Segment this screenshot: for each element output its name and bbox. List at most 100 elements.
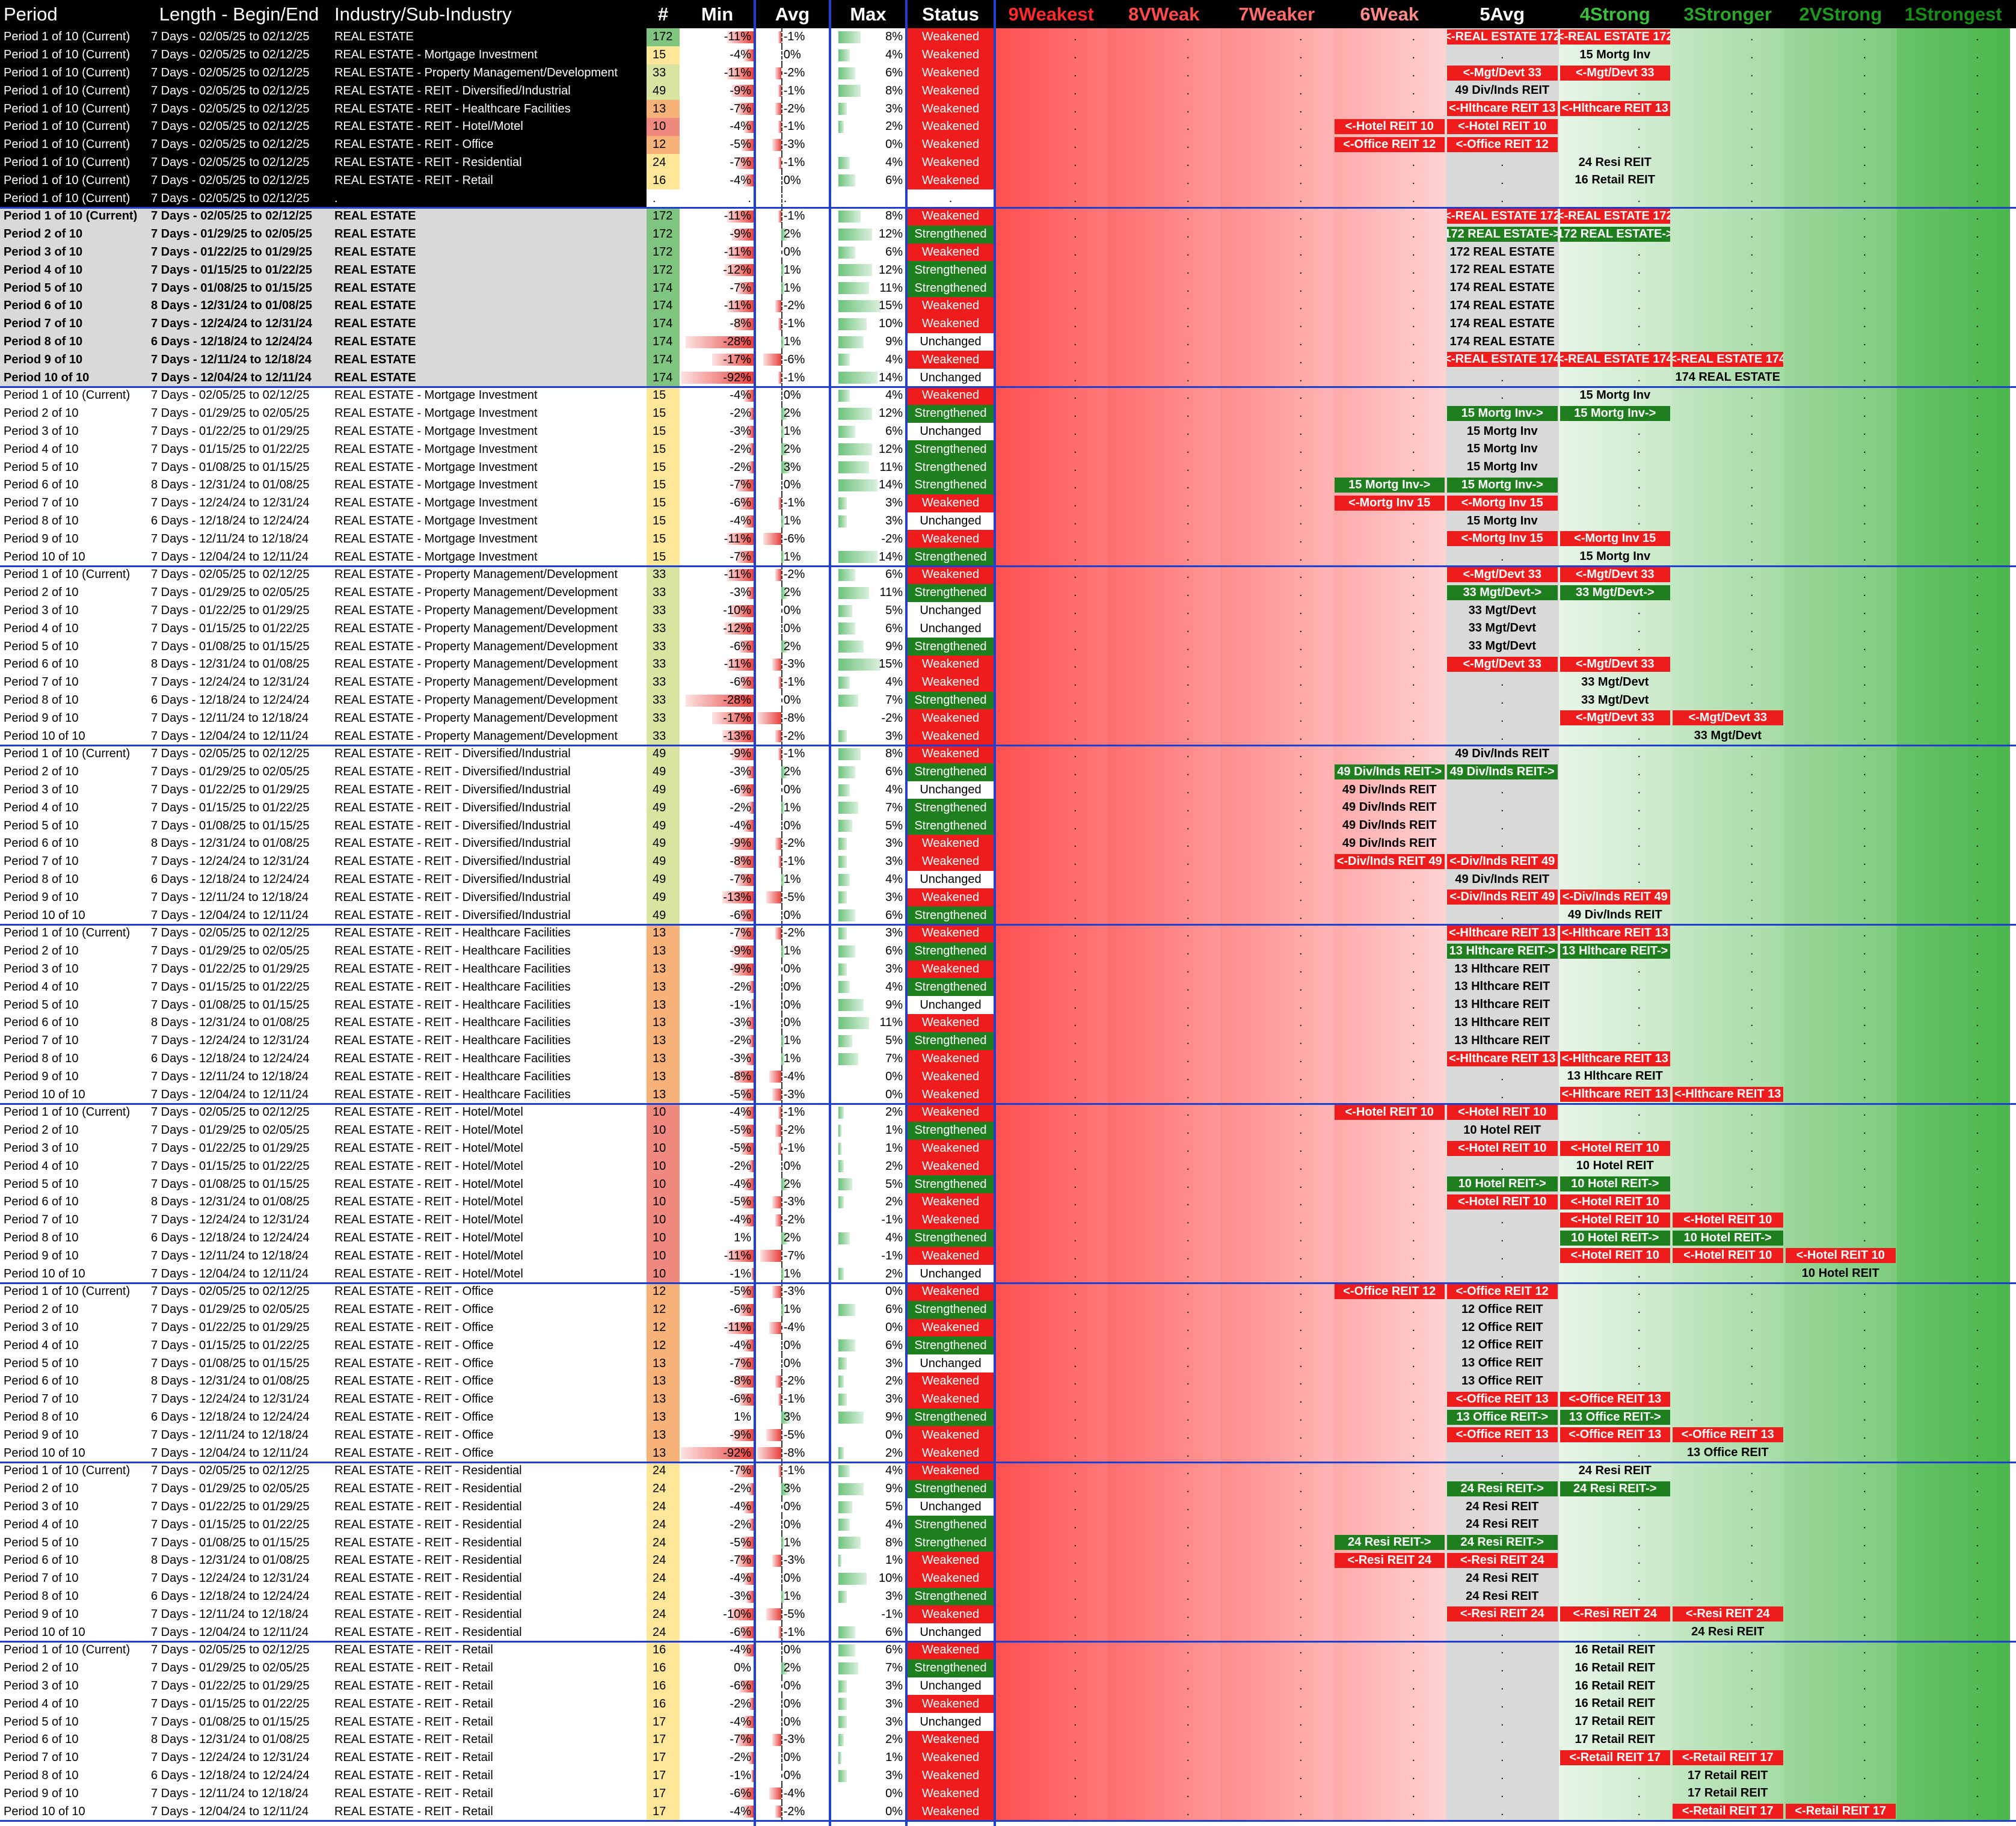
table-row[interactable]: Period 3 of 10 7 Days - 01/22/25 to 01/29… <box>0 422 2016 441</box>
tier-label[interactable]: <-Hotel REIT 10 <box>1560 1212 1670 1228</box>
tier-label[interactable]: 33 Mgt/Devt <box>1581 693 1649 707</box>
table-row[interactable]: Period 5 of 10 7 Days - 01/08/25 to 01/15… <box>0 1534 2016 1552</box>
table-row[interactable]: Period 7 of 10 7 Days - 12/24/24 to 12/31… <box>0 1569 2016 1588</box>
table-row[interactable]: Period 4 of 10 7 Days - 01/15/25 to 01/22… <box>0 1336 2016 1355</box>
tier-label[interactable]: <-Hlthcare REIT 13 <box>1447 101 1558 117</box>
tier-label[interactable]: 13 Office REIT <box>1461 1374 1543 1388</box>
tier-label[interactable]: <-Div/Inds REIT 49 <box>1334 853 1445 869</box>
tier-label[interactable]: 13 Office REIT <box>1686 1446 1769 1460</box>
table-row[interactable]: Period 8 of 10 6 Days - 12/18/24 to 12/24… <box>0 1229 2016 1247</box>
tier-label[interactable]: 33 Mgt/Devt <box>1468 639 1536 653</box>
table-row[interactable]: Period 10 of 10 7 Days - 12/04/24 to 12/1… <box>0 906 2016 924</box>
tier-label[interactable]: 24 Resi REIT <box>1466 1517 1539 1531</box>
tier-label[interactable]: 17 Retail REIT <box>1688 1786 1768 1800</box>
tier-label[interactable]: 172 REAL ESTATE-> <box>1560 226 1670 242</box>
table-row[interactable]: Period 6 of 10 8 Days - 12/31/24 to 01/08… <box>0 835 2016 853</box>
table-row[interactable]: Period 1 of 10 (Current) 7 Days - 02/05/2… <box>0 387 2016 405</box>
tier-label[interactable]: 24 Resi REIT-> <box>1334 1535 1445 1551</box>
table-row[interactable]: Period 5 of 10 7 Days - 01/08/25 to 01/15… <box>0 279 2016 297</box>
tier-label[interactable]: 16 Retail REIT <box>1575 1643 1655 1656</box>
tier-label[interactable]: 15 Mortg Inv <box>1579 389 1651 402</box>
table-row[interactable]: Period 6 of 10 8 Days - 12/31/24 to 01/08… <box>0 1193 2016 1211</box>
table-row[interactable]: Period 4 of 10 7 Days - 01/15/25 to 01/22… <box>0 440 2016 459</box>
table-row[interactable]: Period 1 of 10 (Current) 7 Days - 02/05/2… <box>0 153 2016 172</box>
table-row[interactable]: Period 5 of 10 7 Days - 01/08/25 to 01/15… <box>0 638 2016 656</box>
tier-label[interactable]: <-Mgt/Devt 33 <box>1447 567 1558 582</box>
tier-label[interactable]: 13 Hlthcare REIT <box>1454 998 1550 1012</box>
table-row[interactable]: Period 5 of 10 7 Days - 01/08/25 to 01/15… <box>0 996 2016 1014</box>
table-row[interactable]: Period 3 of 10 7 Days - 01/22/25 to 01/29… <box>0 1498 2016 1516</box>
tier-label[interactable]: <-REAL ESTATE 172 <box>1560 209 1670 224</box>
table-row[interactable]: Period 1 of 10 (Current) 7 Days - 02/05/2… <box>0 28 2016 46</box>
table-row[interactable]: Period 1 of 10 (Current) 7 Days - 02/05/2… <box>0 566 2016 584</box>
tier-label[interactable]: 49 Div/Inds REIT <box>1455 84 1550 97</box>
tier-label[interactable]: <-Office REIT 12 <box>1447 137 1558 152</box>
tier-label[interactable]: 172 REAL ESTATE-> <box>1447 226 1558 242</box>
table-row[interactable]: Period 5 of 10 7 Days - 01/08/25 to 01/15… <box>0 817 2016 835</box>
table-row[interactable]: Period 7 of 10 7 Days - 12/24/24 to 12/31… <box>0 494 2016 512</box>
tier-label[interactable]: 13 Hlthcare REIT <box>1567 1069 1663 1083</box>
tier-label[interactable]: <-REAL ESTATE 174 <box>1560 352 1670 367</box>
tier-label[interactable]: 33 Mgt/Devt-> <box>1560 585 1670 600</box>
tier-label[interactable]: 13 Hlthcare REIT <box>1454 980 1550 994</box>
tier-label[interactable]: <-Retail REIT 17 <box>1673 1804 1783 1819</box>
table-row[interactable]: Period 6 of 10 8 Days - 12/31/24 to 01/08… <box>0 1014 2016 1032</box>
tier-label[interactable]: <-Retail REIT 17 <box>1673 1750 1783 1765</box>
tier-label[interactable]: 49 Div/Inds REIT-> <box>1334 764 1445 779</box>
table-row[interactable]: Period 1 of 10 (Current) 7 Days - 02/05/2… <box>0 1641 2016 1659</box>
tier-label[interactable]: <-Hotel REIT 10 <box>1447 1194 1558 1210</box>
table-row[interactable]: Period 1 of 10 (Current) 7 Days - 02/05/2… <box>0 1104 2016 1122</box>
tier-label[interactable]: 15 Mortg Inv-> <box>1560 405 1670 421</box>
table-row[interactable]: Period 1 of 10 (Current) 7 Days - 02/05/2… <box>0 100 2016 118</box>
table-row[interactable]: Period 4 of 10 7 Days - 01/15/25 to 01/22… <box>0 261 2016 280</box>
table-row[interactable]: Period 9 of 10 7 Days - 12/11/24 to 12/18… <box>0 351 2016 369</box>
tier-label[interactable]: 13 Hlthcare REIT <box>1454 1016 1550 1029</box>
table-row[interactable]: Period 4 of 10 7 Days - 01/15/25 to 01/22… <box>0 799 2016 817</box>
tier-label[interactable]: <-Hotel REIT 10 <box>1447 1140 1558 1156</box>
tier-label[interactable]: 12 Office REIT <box>1461 1302 1543 1316</box>
tier-label[interactable]: <-Office REIT 13 <box>1560 1391 1670 1407</box>
tier-label[interactable]: 15 Mortg Inv <box>1579 48 1651 61</box>
tier-label[interactable]: <-Hotel REIT 10 <box>1673 1248 1783 1264</box>
table-row[interactable]: Period 1 of 10 (Current) 7 Days - 02/05/2… <box>0 1283 2016 1301</box>
table-row[interactable]: Period 2 of 10 7 Days - 01/29/25 to 02/05… <box>0 1300 2016 1319</box>
tier-label[interactable]: 24 Resi REIT <box>1578 1464 1652 1477</box>
tier-label[interactable]: <-Div/Inds REIT 49 <box>1447 890 1558 905</box>
tier-label[interactable]: <-Hotel REIT 10 <box>1785 1248 1896 1264</box>
tier-label[interactable]: 33 Mgt/Devt-> <box>1447 585 1558 600</box>
table-row[interactable]: Period 3 of 10 7 Days - 01/22/25 to 01/29… <box>0 1318 2016 1337</box>
tier-label[interactable]: <-Office REIT 12 <box>1447 1284 1558 1299</box>
tier-label[interactable]: 172 REAL ESTATE <box>1449 245 1555 259</box>
tier-label[interactable]: <-Office REIT 13 <box>1447 1391 1558 1407</box>
tier-label[interactable]: 24 Resi REIT <box>1466 1499 1539 1513</box>
tier-label[interactable]: 10 Hotel REIT-> <box>1447 1176 1558 1192</box>
tier-label[interactable]: 16 Retail REIT <box>1575 173 1655 187</box>
tier-label[interactable]: 174 REAL ESTATE <box>1449 316 1555 330</box>
tier-label[interactable]: <-REAL ESTATE 172 <box>1560 29 1670 45</box>
table-row[interactable]: Period 5 of 10 7 Days - 01/08/25 to 01/15… <box>0 1354 2016 1373</box>
tier-label[interactable]: 10 Hotel REIT-> <box>1673 1230 1783 1246</box>
tier-label[interactable]: 13 Office REIT-> <box>1447 1409 1558 1425</box>
tier-label[interactable]: 16 Retail REIT <box>1575 1661 1655 1674</box>
tier-label[interactable]: 174 REAL ESTATE <box>1675 370 1781 384</box>
table-row[interactable]: Period 3 of 10 7 Days - 01/22/25 to 01/29… <box>0 1677 2016 1695</box>
tier-label[interactable]: <-Hlthcare REIT 13 <box>1560 101 1670 117</box>
tier-label[interactable]: 15 Mortg Inv-> <box>1447 478 1558 493</box>
table-row[interactable]: Period 9 of 10 7 Days - 12/11/24 to 12/18… <box>0 1426 2016 1445</box>
table-row[interactable]: Period 2 of 10 7 Days - 01/29/25 to 02/05… <box>0 942 2016 961</box>
tier-label[interactable]: <-Hotel REIT 10 <box>1560 1248 1670 1264</box>
tier-label[interactable]: <-REAL ESTATE 172 <box>1447 209 1558 224</box>
tier-label[interactable]: <-Hotel REIT 10 <box>1447 1105 1558 1120</box>
tier-label[interactable]: 49 Div/Inds REIT-> <box>1447 764 1558 779</box>
tier-label[interactable]: 13 Office REIT <box>1461 1356 1543 1370</box>
table-row[interactable]: Period 10 of 10 7 Days - 12/04/24 to 12/1… <box>0 1623 2016 1641</box>
tier-label[interactable]: <-Hotel REIT 10 <box>1447 119 1558 134</box>
tier-label[interactable]: <-Hlthcare REIT 13 <box>1447 926 1558 941</box>
table-row[interactable]: Period 10 of 10 7 Days - 12/04/24 to 12/1… <box>0 369 2016 387</box>
tier-label[interactable]: <-Hlthcare REIT 13 <box>1560 1051 1670 1066</box>
tier-label[interactable]: <-Mgt/Devt 33 <box>1560 65 1670 81</box>
tier-label[interactable]: 24 Resi REIT <box>1578 155 1652 169</box>
table-row[interactable]: Period 10 of 10 7 Days - 12/04/24 to 12/1… <box>0 1803 2016 1821</box>
tier-label[interactable]: 24 Resi REIT-> <box>1447 1481 1558 1496</box>
table-row[interactable]: Period 7 of 10 7 Days - 12/24/24 to 12/31… <box>0 315 2016 333</box>
